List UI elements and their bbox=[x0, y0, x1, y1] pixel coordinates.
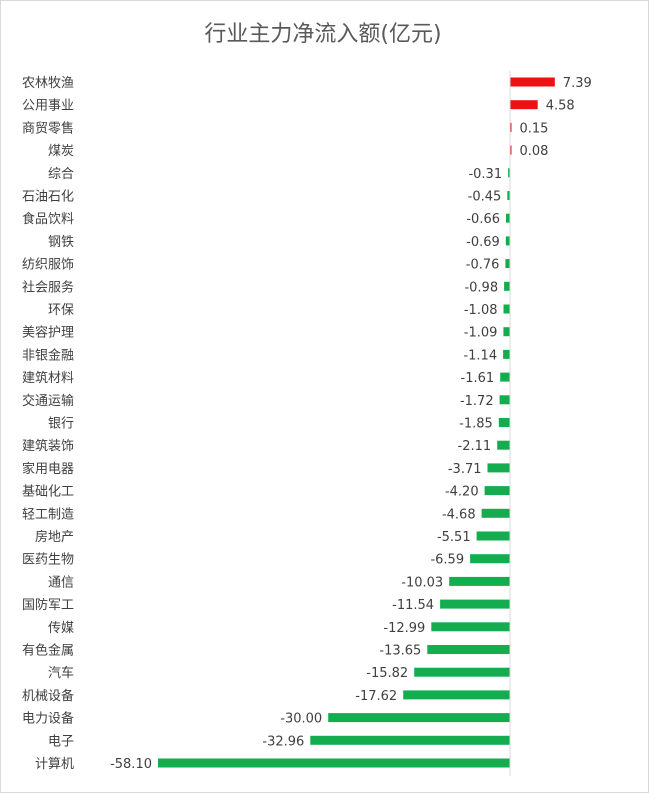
category-label: 医药生物 bbox=[22, 553, 74, 568]
category-label: 钢铁 bbox=[48, 235, 74, 250]
value-label: -1.09 bbox=[464, 326, 498, 341]
bar-14 bbox=[500, 372, 510, 382]
value-label: -6.59 bbox=[430, 553, 464, 568]
bar-2 bbox=[510, 100, 538, 110]
value-label: -5.51 bbox=[437, 530, 471, 545]
value-label: -15.82 bbox=[366, 666, 408, 681]
bar-9 bbox=[505, 259, 510, 269]
chart-title: 行业主力净流入额(亿元) bbox=[204, 22, 441, 47]
category-label: 交通运输 bbox=[22, 393, 74, 409]
bar-8 bbox=[505, 236, 510, 246]
category-label: 汽车 bbox=[48, 665, 74, 681]
bar-5 bbox=[508, 168, 510, 178]
category-label: 计算机 bbox=[35, 757, 74, 772]
value-label: -0.76 bbox=[466, 258, 500, 273]
category-label: 银行 bbox=[48, 417, 74, 432]
bar-26 bbox=[427, 645, 510, 654]
value-label: 7.39 bbox=[563, 76, 592, 91]
category-label: 非银金融 bbox=[22, 347, 74, 363]
value-label: -17.62 bbox=[355, 689, 397, 704]
value-label: -1.72 bbox=[460, 394, 494, 409]
category-label: 轻工制造 bbox=[22, 507, 74, 522]
value-label: -0.98 bbox=[464, 280, 498, 295]
category-labels-group: 农林牧渔公用事业商贸零售煤炭综合石油石化食品饮料钢铁纺织服饰社会服务环保美容护理… bbox=[22, 76, 74, 772]
bar-7 bbox=[506, 213, 510, 223]
bar-21 bbox=[476, 531, 510, 541]
bar-1 bbox=[510, 77, 555, 87]
bar-15 bbox=[499, 395, 510, 405]
category-label: 建筑材料 bbox=[22, 370, 74, 386]
value-label: -58.10 bbox=[110, 757, 152, 772]
value-label: -0.31 bbox=[468, 167, 502, 182]
value-label: -11.54 bbox=[392, 598, 434, 613]
value-label: -12.99 bbox=[383, 621, 425, 636]
value-label: -0.66 bbox=[466, 212, 500, 227]
bar-22 bbox=[470, 554, 510, 564]
category-label: 房地产 bbox=[35, 529, 74, 545]
category-label: 基础化工 bbox=[22, 485, 74, 500]
bar-31 bbox=[158, 758, 510, 768]
category-label: 纺织服饰 bbox=[22, 258, 74, 273]
value-label: -1.14 bbox=[463, 348, 497, 363]
bar-4 bbox=[510, 145, 512, 155]
value-label: 4.58 bbox=[546, 99, 575, 114]
bar-29 bbox=[328, 713, 510, 723]
value-label: -1.61 bbox=[461, 371, 495, 386]
bars-group bbox=[158, 77, 555, 768]
value-label: -2.11 bbox=[458, 439, 492, 454]
bar-11 bbox=[503, 304, 510, 314]
category-label: 建筑装饰 bbox=[22, 438, 74, 454]
bar-24 bbox=[440, 599, 510, 609]
value-label: -1.08 bbox=[464, 303, 498, 318]
category-label: 国防军工 bbox=[22, 597, 74, 613]
category-label: 公用事业 bbox=[22, 99, 74, 114]
category-label: 综合 bbox=[48, 167, 74, 182]
bar-23 bbox=[449, 576, 510, 586]
value-label: -0.45 bbox=[468, 190, 502, 205]
bar-18 bbox=[487, 463, 510, 473]
bar-25 bbox=[431, 622, 510, 632]
value-label: -4.68 bbox=[442, 507, 476, 522]
category-label: 美容护理 bbox=[22, 325, 74, 341]
bar-16 bbox=[498, 418, 510, 427]
value-label: 0.08 bbox=[520, 144, 549, 159]
value-label: -10.03 bbox=[401, 575, 443, 590]
category-label: 商贸零售 bbox=[22, 120, 74, 136]
category-label: 农林牧渔 bbox=[22, 76, 74, 91]
value-label: -32.96 bbox=[262, 734, 304, 749]
value-labels-group: 7.39 4.58 0.15 0.08 -0.31 -0.45 -0.66 -0.69 -0.7… bbox=[110, 76, 592, 772]
category-label: 电子 bbox=[48, 734, 74, 749]
value-label: -0.69 bbox=[466, 235, 500, 250]
category-label: 家用电器 bbox=[22, 461, 74, 477]
category-label: 食品饮料 bbox=[22, 211, 74, 227]
bar-27 bbox=[414, 667, 510, 677]
bar-19 bbox=[484, 486, 510, 496]
bar-6 bbox=[507, 191, 510, 200]
category-label: 通信 bbox=[48, 575, 74, 590]
bar-13 bbox=[503, 349, 510, 359]
value-label: -1.85 bbox=[459, 417, 493, 432]
category-label: 有色金属 bbox=[22, 643, 74, 659]
bar-28 bbox=[403, 690, 510, 700]
bar-30 bbox=[310, 735, 510, 745]
value-label: -3.71 bbox=[448, 462, 482, 477]
value-label: -30.00 bbox=[280, 712, 322, 727]
value-label: -4.20 bbox=[445, 485, 479, 500]
bar-17 bbox=[497, 440, 510, 450]
value-label: 0.15 bbox=[520, 121, 549, 136]
bar-10 bbox=[504, 281, 510, 291]
category-label: 电力设备 bbox=[22, 711, 74, 727]
category-label: 煤炭 bbox=[48, 144, 74, 159]
bar-20 bbox=[481, 508, 510, 518]
category-label: 社会服务 bbox=[22, 279, 74, 295]
category-label: 石油石化 bbox=[22, 190, 74, 205]
value-label: -13.65 bbox=[379, 644, 421, 659]
bar-3 bbox=[510, 122, 512, 132]
category-label: 环保 bbox=[48, 303, 74, 318]
category-label: 传媒 bbox=[48, 621, 74, 636]
bar-12 bbox=[503, 327, 510, 337]
category-label: 机械设备 bbox=[22, 688, 74, 704]
